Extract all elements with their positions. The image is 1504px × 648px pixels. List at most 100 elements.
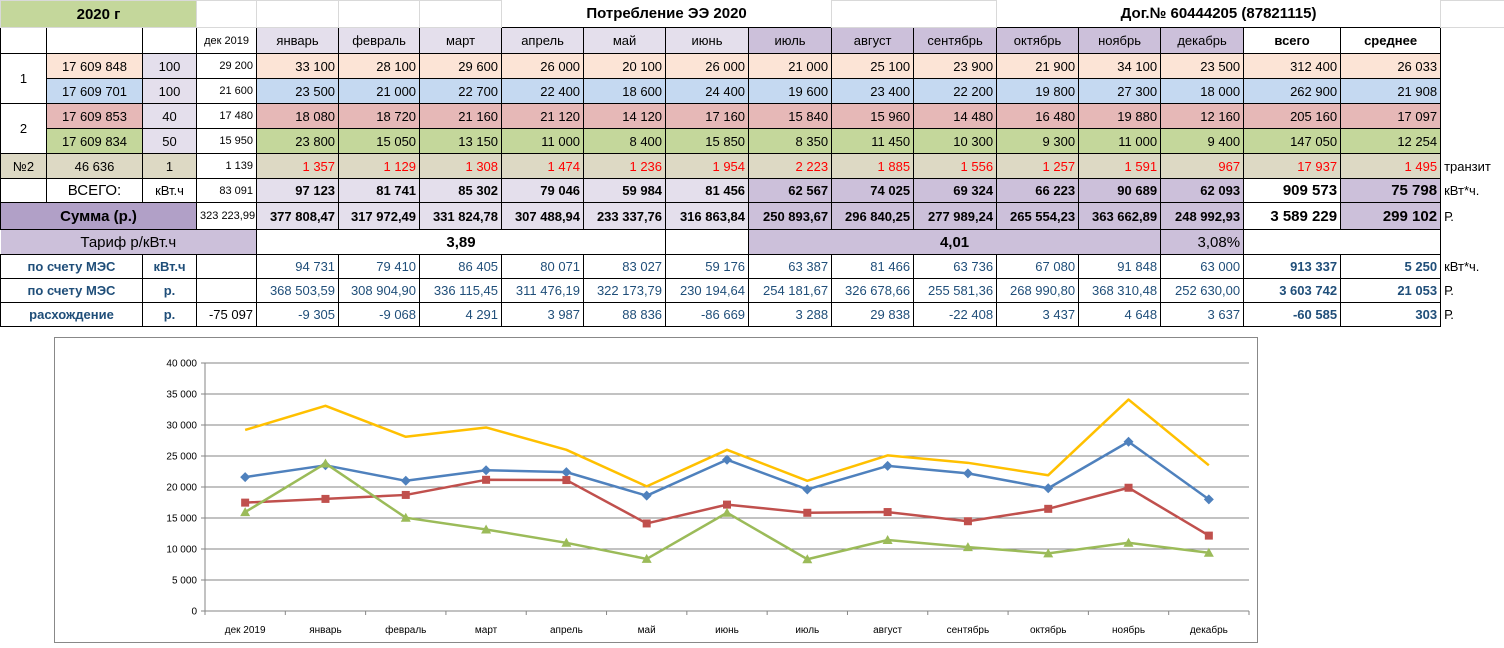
mes-value[interactable]: 311 476,19 [501, 278, 585, 303]
month-total[interactable]: 79 046 [501, 178, 585, 203]
mes-value[interactable]: 59 176 [665, 254, 750, 279]
month-value[interactable]: 15 850 [665, 128, 750, 154]
month-total[interactable]: 62 567 [748, 178, 833, 203]
mes-value[interactable]: 252 630,00 [1160, 278, 1245, 303]
month-value[interactable]: 25 100 [831, 53, 915, 79]
note[interactable] [1441, 79, 1504, 104]
mes-total[interactable]: 913 337 [1243, 254, 1342, 279]
dec-2019-value[interactable]: 323 223,99 [196, 202, 258, 230]
dec-2019-value[interactable] [196, 278, 258, 303]
month-value[interactable]: 1 474 [501, 153, 585, 179]
mes-label[interactable]: по счету МЭС [0, 254, 143, 279]
unit-suffix[interactable]: кВт*ч. [1444, 183, 1480, 198]
meter-coef[interactable]: 40 [141, 103, 198, 129]
month-value[interactable]: 1 885 [831, 153, 915, 179]
month-sum[interactable]: 265 554,23 [996, 202, 1080, 230]
month-sum[interactable]: 377 808,47 [256, 202, 340, 230]
mes-value[interactable]: 268 990,80 [996, 278, 1080, 303]
mes-value[interactable]: 368 310,48 [1078, 278, 1162, 303]
avg-value[interactable]: 12 254 [1340, 128, 1442, 154]
contract-title[interactable]: Дог.№ 60444205 (87821115) [1120, 5, 1317, 23]
empty-cell[interactable] [0, 178, 47, 203]
unit-suffix[interactable]: Р. [1444, 283, 1454, 298]
group-label[interactable]: 2 [0, 103, 47, 154]
month-value[interactable]: 8 350 [748, 128, 833, 154]
month-sum[interactable]: 296 840,25 [831, 202, 915, 230]
meter-number[interactable]: 46 636 [46, 153, 143, 179]
mes-value[interactable]: 67 080 [996, 254, 1080, 279]
sum-total[interactable]: 3 589 229 [1243, 202, 1342, 230]
column-header[interactable]: март [419, 27, 503, 54]
unit-suffix[interactable]: кВт*ч. [1444, 259, 1480, 274]
mes-value[interactable]: -22 408 [913, 302, 998, 327]
meter-coef[interactable]: 1 [141, 153, 198, 179]
month-value[interactable]: 1 308 [419, 153, 503, 179]
grand-total[interactable]: 909 573 [1243, 178, 1342, 203]
note[interactable] [1441, 104, 1504, 129]
month-value[interactable]: 1 954 [665, 153, 750, 179]
total-value[interactable]: 262 900 [1243, 78, 1342, 104]
month-value[interactable]: 26 000 [501, 53, 585, 79]
month-value[interactable]: 24 400 [665, 78, 750, 104]
month-value[interactable]: 1 357 [256, 153, 340, 179]
month-value[interactable]: 27 300 [1078, 78, 1162, 104]
month-value[interactable]: 1 556 [913, 153, 998, 179]
month-value[interactable]: 33 100 [256, 53, 340, 79]
month-total[interactable]: 69 324 [913, 178, 998, 203]
dec-2019-value[interactable]: 17 480 [196, 103, 258, 129]
month-value[interactable]: 17 160 [665, 103, 750, 129]
month-sum[interactable]: 307 488,94 [501, 202, 585, 230]
mes-value[interactable]: 308 904,90 [338, 278, 421, 303]
empty-cell[interactable] [419, 0, 503, 28]
month-sum[interactable]: 250 893,67 [748, 202, 833, 230]
mes-total[interactable]: 3 603 742 [1243, 278, 1342, 303]
month-value[interactable]: 16 480 [996, 103, 1080, 129]
column-header[interactable]: ноябрь [1078, 27, 1162, 54]
mes-value[interactable]: 29 838 [831, 302, 915, 327]
month-value[interactable]: 28 100 [338, 53, 421, 79]
month-total[interactable]: 81 456 [665, 178, 750, 203]
column-header[interactable]: всего [1243, 27, 1342, 54]
empty-cell[interactable] [1441, 28, 1504, 54]
month-value[interactable]: 19 880 [1078, 103, 1162, 129]
mes-value[interactable]: 94 731 [256, 254, 340, 279]
mes-value[interactable]: 3 987 [501, 302, 585, 327]
month-value[interactable]: 1 257 [996, 153, 1080, 179]
total-value[interactable]: 17 937 [1243, 153, 1342, 179]
column-header[interactable]: апрель [501, 27, 585, 54]
meter-coef[interactable]: 100 [141, 53, 198, 79]
empty-cell[interactable] [1243, 229, 1442, 255]
unit-label[interactable]: р. [141, 278, 198, 303]
month-value[interactable]: 18 600 [583, 78, 667, 104]
column-header[interactable]: дек 2019 [196, 27, 258, 54]
mes-value[interactable]: 63 000 [1160, 254, 1245, 279]
line-chart[interactable]: 0 5 000 10 000 15 000 20 000 25 000 30 000 35 0… [54, 337, 1258, 643]
month-value[interactable]: 14 120 [583, 103, 667, 129]
column-header[interactable]: среднее [1340, 27, 1442, 54]
month-sum[interactable]: 363 662,89 [1078, 202, 1162, 230]
avg-value[interactable]: 21 908 [1340, 78, 1442, 104]
column-header[interactable]: май [583, 27, 667, 54]
empty-cell[interactable] [46, 27, 143, 54]
mes-value[interactable]: 63 387 [748, 254, 833, 279]
dec-2019-value[interactable]: 15 950 [196, 128, 258, 154]
mes-avg[interactable]: 5 250 [1340, 254, 1442, 279]
month-value[interactable]: 29 600 [419, 53, 503, 79]
dec-2019-value[interactable] [196, 254, 258, 279]
mes-value[interactable]: 326 678,66 [831, 278, 915, 303]
empty-cell[interactable] [831, 0, 998, 28]
mes-value[interactable]: 255 581,36 [913, 278, 998, 303]
month-value[interactable]: 18 080 [256, 103, 340, 129]
unit-suffix[interactable]: Р. [1444, 307, 1454, 322]
month-value[interactable]: 11 000 [501, 128, 585, 154]
month-total[interactable]: 59 984 [583, 178, 667, 203]
mes-value[interactable]: 80 071 [501, 254, 585, 279]
grand-avg[interactable]: 75 798 [1340, 178, 1442, 203]
mes-value[interactable]: 322 173,79 [583, 278, 667, 303]
meter-number[interactable]: 17 609 701 [46, 78, 143, 104]
mes-value[interactable]: 79 410 [338, 254, 421, 279]
empty-cell[interactable] [1441, 230, 1504, 255]
month-value[interactable]: 21 120 [501, 103, 585, 129]
mes-value[interactable]: 336 115,45 [419, 278, 503, 303]
mes-value[interactable]: 3 637 [1160, 302, 1245, 327]
